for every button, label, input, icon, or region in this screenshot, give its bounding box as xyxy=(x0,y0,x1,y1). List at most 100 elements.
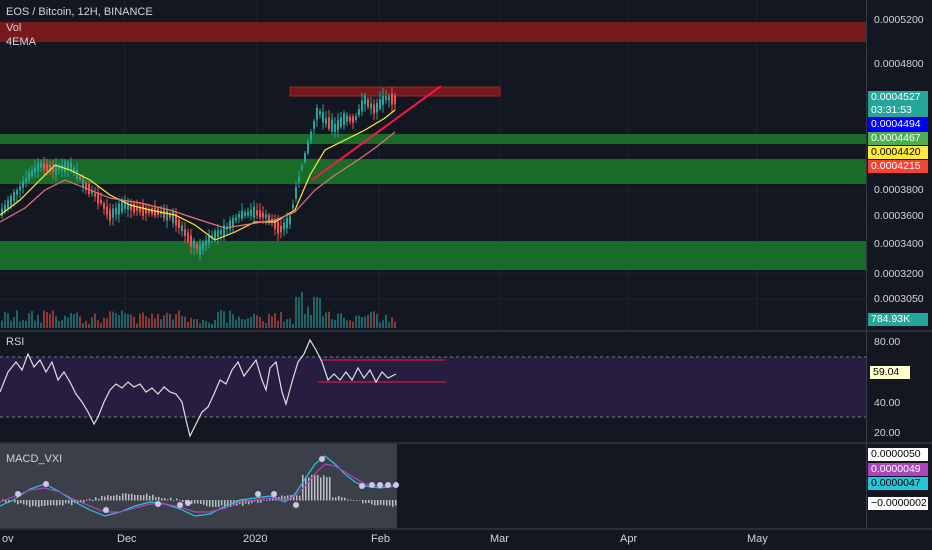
volume-bar xyxy=(280,311,282,328)
macd-hist-bar xyxy=(317,474,319,501)
candle-body xyxy=(349,116,351,122)
candle-body xyxy=(388,96,390,101)
volume-bar xyxy=(298,297,300,328)
chart-title: EOS / Bitcoin, 12H, BINANCE xyxy=(6,6,153,18)
volume-bar xyxy=(247,318,249,328)
rsi-axis[interactable] xyxy=(866,332,932,442)
ema-label-blue: 0.0004494 xyxy=(868,118,928,131)
candle-body xyxy=(202,242,204,250)
candle-body xyxy=(148,208,150,214)
time-label: Mar xyxy=(490,533,509,545)
volume-bar xyxy=(124,313,126,328)
candle-body xyxy=(301,166,303,170)
candle-body xyxy=(268,214,270,221)
macd-hist-bar xyxy=(224,500,226,508)
volume-bar xyxy=(175,314,177,328)
macd-hist-bar xyxy=(173,500,175,501)
candle-body xyxy=(46,163,48,171)
volume-bar xyxy=(253,313,255,328)
rsi-pane[interactable]: RSI xyxy=(0,332,866,442)
candle-body xyxy=(79,176,81,181)
price-pane[interactable]: EOS / Bitcoin, 12H, BINANCE Vol 4EMA xyxy=(0,0,866,330)
candle-body xyxy=(256,210,258,216)
candle-body xyxy=(97,192,99,204)
candle-body xyxy=(352,116,354,123)
candle-body xyxy=(229,220,231,230)
macd-hist-bar xyxy=(248,500,250,505)
volume-bar xyxy=(181,316,183,328)
ema-label-red: 0.0004215 xyxy=(868,160,928,173)
signal-line xyxy=(0,463,396,513)
macd-hist-bar xyxy=(299,495,301,501)
vol-indicator-label[interactable]: Vol xyxy=(6,22,22,34)
candle-body xyxy=(325,117,327,124)
support-zone-2 xyxy=(0,159,866,184)
candle-body xyxy=(247,211,249,216)
volume-bar xyxy=(19,321,21,328)
ema-red xyxy=(0,131,396,229)
pane-separator[interactable] xyxy=(0,442,932,444)
candle-body xyxy=(166,209,168,221)
volume-bar xyxy=(331,319,333,328)
macd-hist-bar xyxy=(266,500,268,502)
macd-hist-bar xyxy=(62,500,64,506)
rsi-label[interactable]: RSI xyxy=(6,336,25,348)
time-axis[interactable] xyxy=(0,530,932,550)
candle-body xyxy=(262,212,264,218)
candle-body xyxy=(106,206,108,215)
rsi-tick: 40.00 xyxy=(874,397,901,409)
candle-body xyxy=(394,95,396,105)
candle-body xyxy=(37,162,39,172)
candle-body xyxy=(199,244,201,256)
volume-bar xyxy=(394,321,396,328)
candle-body xyxy=(76,169,78,179)
volume-bar xyxy=(343,317,345,328)
candle-body xyxy=(385,96,387,100)
macd-hist-bar xyxy=(311,475,313,501)
macd-highlight xyxy=(0,444,397,528)
volume-bar xyxy=(346,320,348,328)
macd-pane[interactable]: MACD_VXI xyxy=(0,444,866,528)
macd-hist-bar xyxy=(344,497,346,501)
volume-bar xyxy=(202,319,204,328)
macd-hist-bar xyxy=(350,499,352,501)
volume-bar xyxy=(40,322,42,328)
macd-hist-bar xyxy=(176,498,178,501)
volume-bar xyxy=(256,315,258,328)
volume-bar xyxy=(283,321,285,328)
macd-hist-bar xyxy=(137,494,139,501)
candle-body xyxy=(112,208,114,218)
ema-indicator-label[interactable]: 4EMA xyxy=(6,36,36,48)
macd-hist-bar xyxy=(362,500,364,504)
macd-hist-bar xyxy=(209,500,211,507)
macd-hist-bar xyxy=(353,500,355,501)
pane-separator[interactable] xyxy=(0,330,932,332)
macd-hist-bar xyxy=(83,500,85,503)
macd-hist-bar xyxy=(221,500,223,506)
macd-hist-bar xyxy=(107,495,109,501)
price-chart xyxy=(0,0,866,330)
candle-body xyxy=(220,229,222,235)
candle-body xyxy=(214,231,216,240)
volume-bar xyxy=(235,319,237,328)
volume-bar xyxy=(193,319,195,328)
macd-hist-bar xyxy=(254,500,256,502)
volume-bar xyxy=(76,312,78,328)
volume-bar xyxy=(391,317,393,328)
macd-hist-bar xyxy=(260,500,262,503)
candle-body xyxy=(67,162,69,170)
volume-bar xyxy=(274,313,276,328)
macd-label[interactable]: MACD_VXI xyxy=(6,453,63,465)
macd-hist-bar xyxy=(29,500,31,507)
macd-hist-bar xyxy=(140,495,142,501)
volume-bar xyxy=(16,310,18,328)
candle-body xyxy=(283,222,285,230)
macd-hist-bar xyxy=(200,500,202,504)
volume-bar xyxy=(355,315,357,328)
macd-hist-bar xyxy=(158,496,160,501)
candle-body xyxy=(7,200,9,209)
macd-hist-bar xyxy=(185,500,187,502)
macd-hist-bar xyxy=(347,499,349,501)
volume-bar xyxy=(220,310,222,328)
macd-hist-bar xyxy=(182,500,184,503)
